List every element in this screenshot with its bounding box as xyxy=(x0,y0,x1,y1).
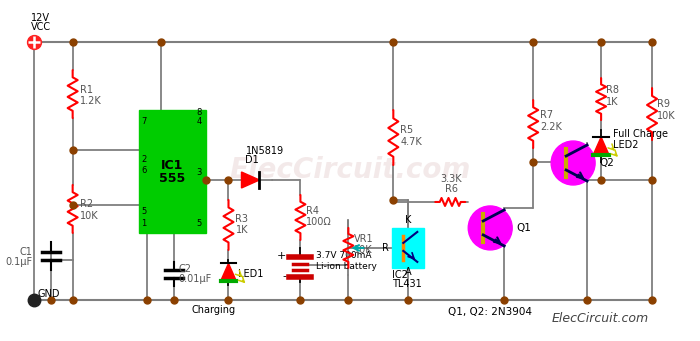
Text: 555: 555 xyxy=(159,172,186,185)
Text: IC1: IC1 xyxy=(161,159,183,172)
Text: R1: R1 xyxy=(80,85,92,95)
Text: 1N5819: 1N5819 xyxy=(246,146,284,156)
Text: 3.7V 700mA: 3.7V 700mA xyxy=(316,251,372,260)
Text: Q1: Q1 xyxy=(516,223,531,233)
Circle shape xyxy=(551,141,595,185)
Text: R2: R2 xyxy=(80,199,93,209)
Text: Q2: Q2 xyxy=(599,158,614,168)
Text: 6: 6 xyxy=(141,166,147,176)
Text: 5: 5 xyxy=(197,219,202,228)
Text: 2.2K: 2.2K xyxy=(540,122,562,132)
Text: LED1: LED1 xyxy=(239,269,264,279)
Text: K: K xyxy=(405,215,412,225)
Polygon shape xyxy=(220,263,237,281)
Text: 10K: 10K xyxy=(80,211,98,221)
Polygon shape xyxy=(593,137,609,155)
Text: TL431: TL431 xyxy=(392,279,422,289)
Text: 100Ω: 100Ω xyxy=(307,217,332,227)
Text: R9: R9 xyxy=(657,99,670,109)
Text: VCC: VCC xyxy=(31,22,51,32)
Text: R5: R5 xyxy=(400,125,414,135)
Text: +: + xyxy=(277,251,286,261)
Text: R6: R6 xyxy=(445,184,458,194)
Text: 0.01μF: 0.01μF xyxy=(178,274,212,284)
Text: IC2: IC2 xyxy=(392,270,408,280)
Text: 1K: 1K xyxy=(606,97,619,107)
Text: C1: C1 xyxy=(20,247,33,257)
Text: A: A xyxy=(405,267,412,277)
Text: 7: 7 xyxy=(141,117,147,126)
Text: Full Charge: Full Charge xyxy=(613,129,668,139)
Text: Charging: Charging xyxy=(191,305,236,315)
Text: LED2: LED2 xyxy=(613,140,638,150)
Text: 4: 4 xyxy=(197,117,202,126)
Text: 8: 8 xyxy=(197,108,202,117)
Text: 1.2K: 1.2K xyxy=(80,96,101,106)
Text: ElecCircuit.com: ElecCircuit.com xyxy=(552,312,649,325)
Text: -: - xyxy=(282,271,286,281)
Text: 10K: 10K xyxy=(657,111,676,121)
Text: R8: R8 xyxy=(606,85,619,95)
Bar xyxy=(392,228,424,268)
Polygon shape xyxy=(241,172,260,188)
Text: VR1: VR1 xyxy=(354,234,374,244)
Text: Q1, Q2: 2N3904: Q1, Q2: 2N3904 xyxy=(448,307,532,317)
Text: 10K: 10K xyxy=(354,245,373,255)
Text: 3: 3 xyxy=(197,168,202,178)
Text: ElecCircuit.com: ElecCircuit.com xyxy=(230,156,471,184)
Text: 3.3K: 3.3K xyxy=(440,174,462,184)
Text: Li-ion battery: Li-ion battery xyxy=(316,262,377,271)
Text: R7: R7 xyxy=(540,110,553,120)
Text: 1K: 1K xyxy=(235,225,248,235)
Text: R: R xyxy=(382,243,389,253)
Text: 2: 2 xyxy=(141,154,147,163)
Text: 12V: 12V xyxy=(31,13,50,23)
Text: R4: R4 xyxy=(307,206,319,216)
Text: GND: GND xyxy=(38,289,60,299)
Text: D1: D1 xyxy=(246,155,259,165)
Text: 5: 5 xyxy=(141,207,147,216)
Bar xyxy=(139,110,206,233)
Text: 1: 1 xyxy=(141,219,147,228)
Text: 4.7K: 4.7K xyxy=(400,137,422,147)
Text: 0.1μF: 0.1μF xyxy=(6,257,33,267)
Text: C2: C2 xyxy=(178,264,192,274)
Circle shape xyxy=(468,206,512,250)
Text: R3: R3 xyxy=(235,214,248,224)
